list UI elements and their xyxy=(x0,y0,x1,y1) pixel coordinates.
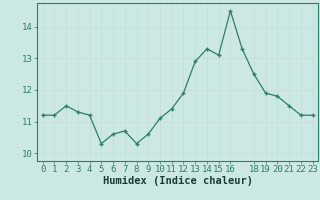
X-axis label: Humidex (Indice chaleur): Humidex (Indice chaleur) xyxy=(103,176,252,186)
